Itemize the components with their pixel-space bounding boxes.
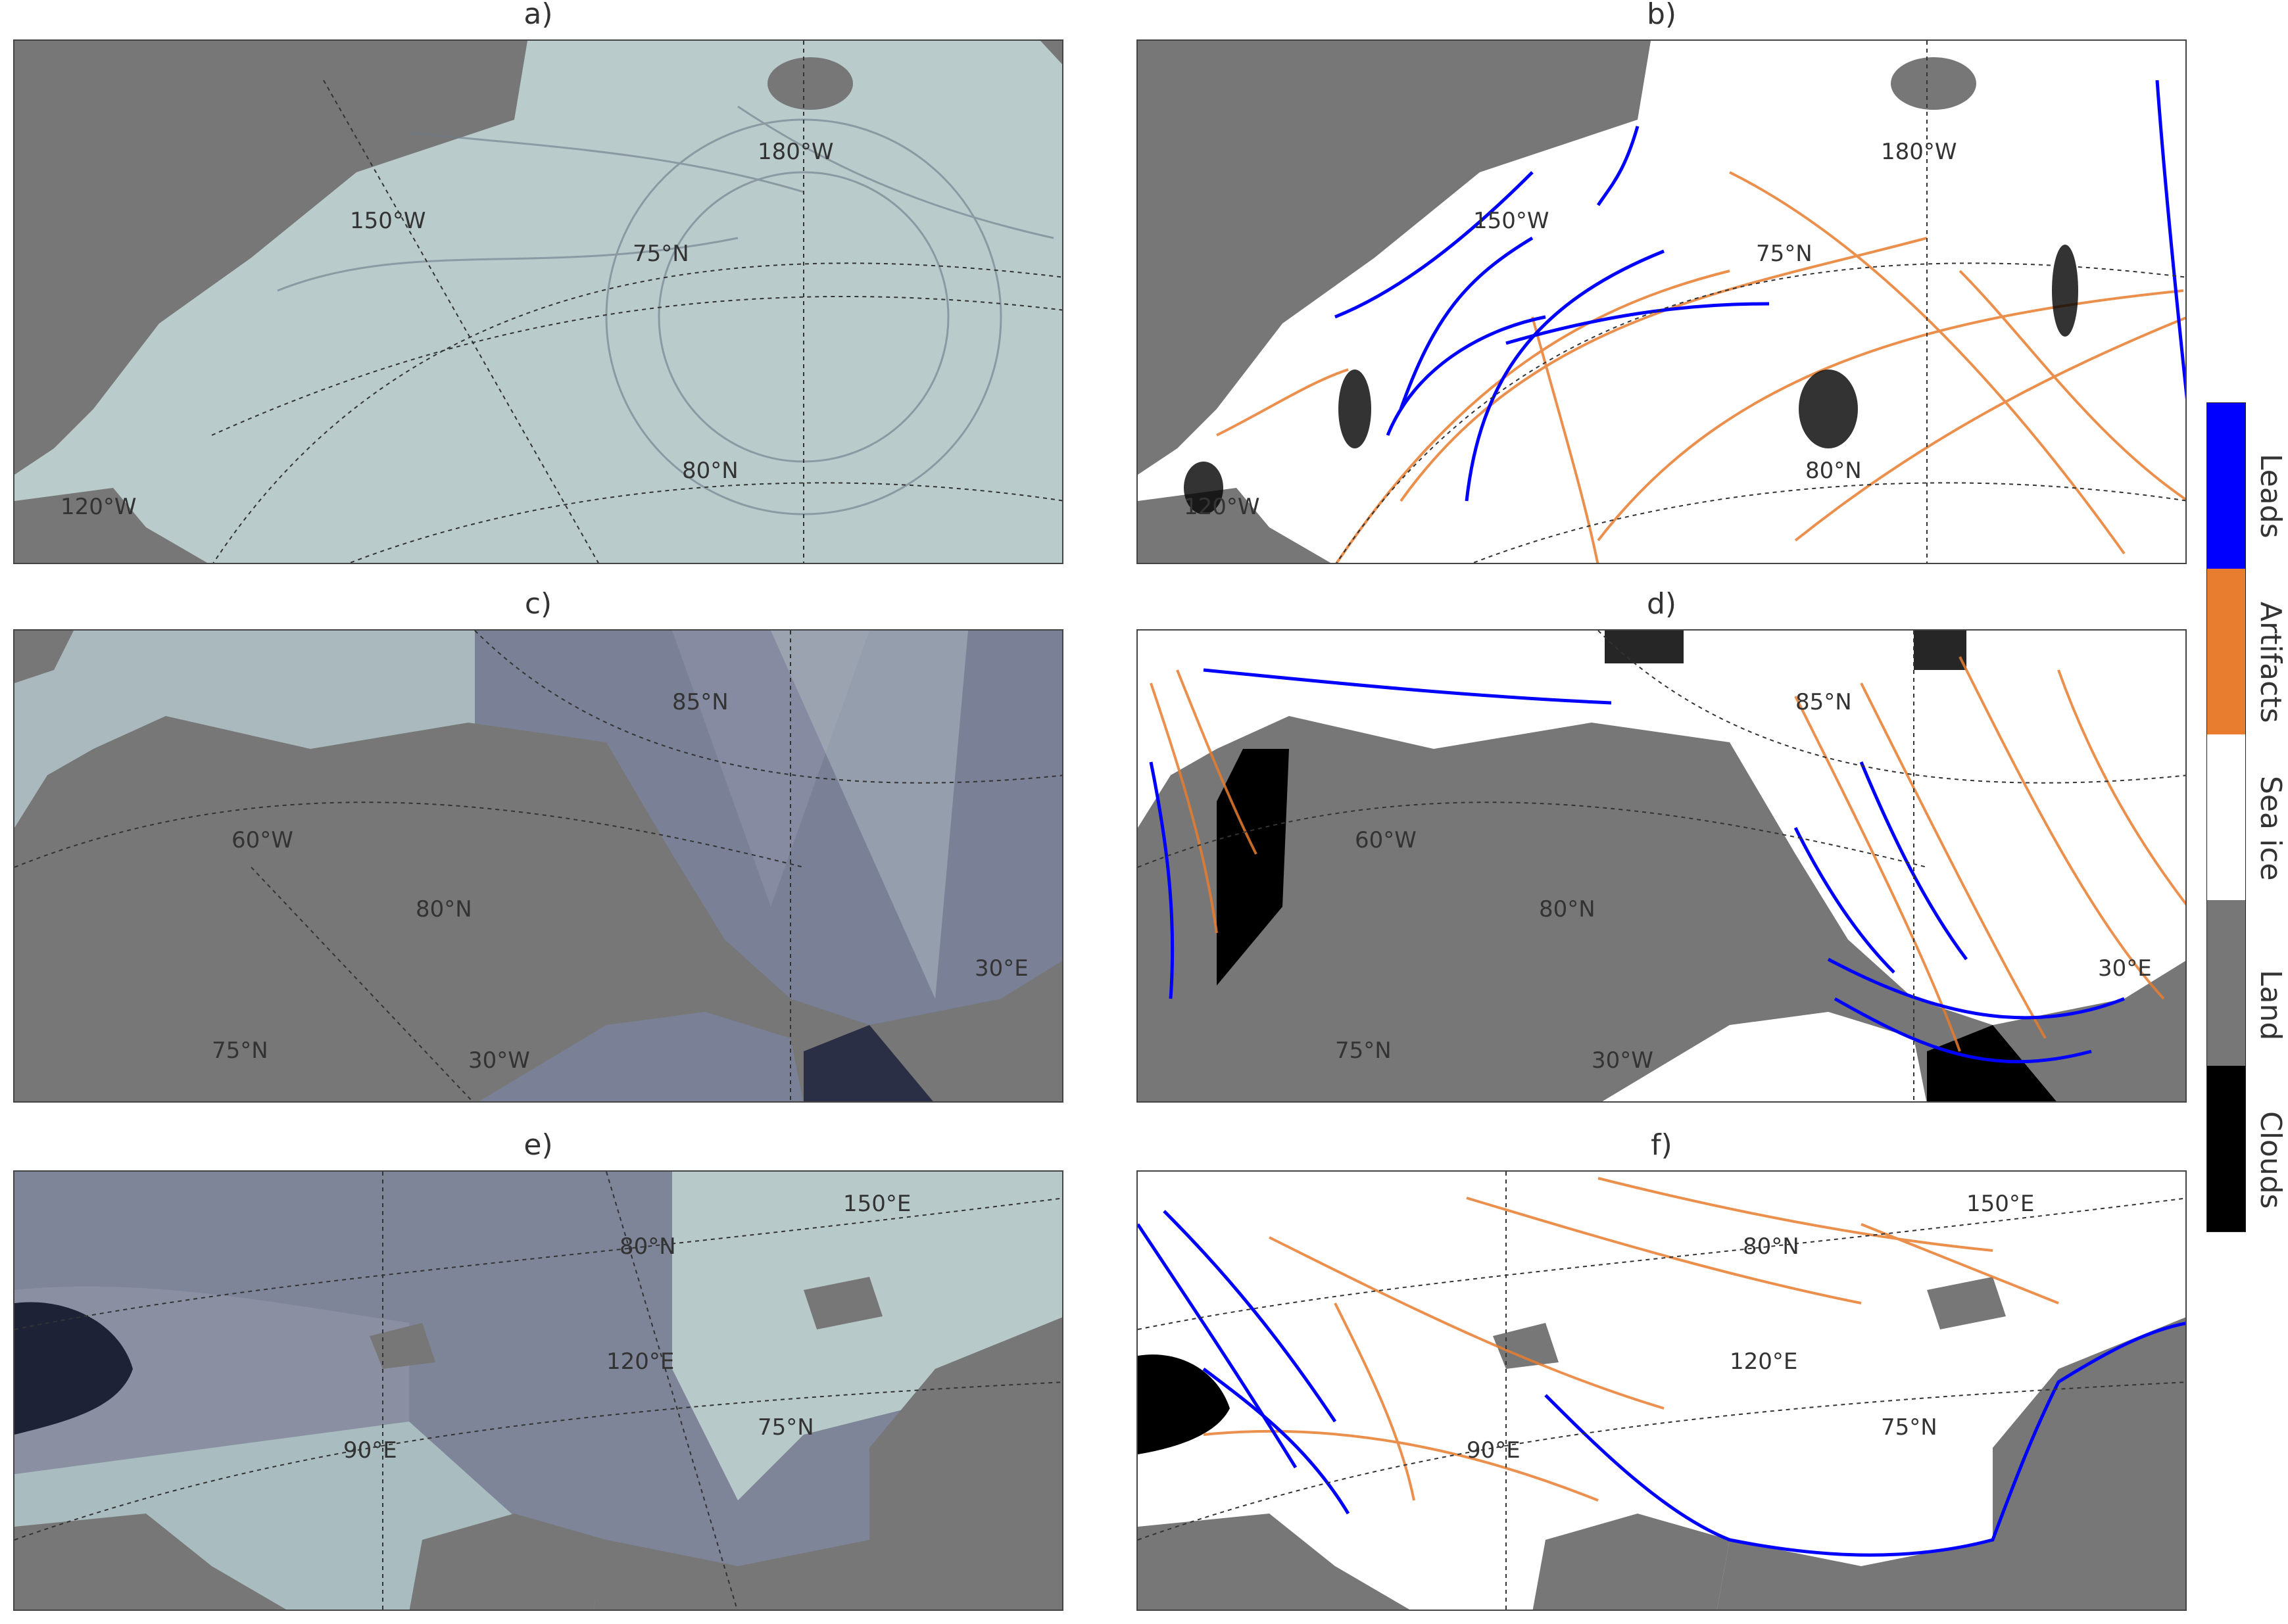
coord-label: 30°E <box>975 955 1029 982</box>
coord-label: 90°E <box>343 1437 397 1464</box>
legend-swatch-clouds <box>2207 1066 2245 1231</box>
coord-label: 80°N <box>620 1233 676 1260</box>
coord-label: 75°N <box>1756 241 1813 267</box>
coord-label: 120°E <box>1730 1349 1797 1375</box>
coord-label: 120°E <box>606 1349 674 1375</box>
legend-swatch-leads <box>2207 403 2245 569</box>
map-classification-f: 150°E 80°N 120°E 75°N 90°E <box>1136 1170 2187 1611</box>
coord-label: 75°N <box>758 1414 814 1441</box>
coord-label: 75°N <box>212 1038 268 1064</box>
panel-d: d) <box>1136 587 2187 1103</box>
coord-label: 150°W <box>1473 208 1549 234</box>
panel-b: b) <box>1136 0 2187 564</box>
panel-label: f) <box>1651 1128 1672 1162</box>
coord-label: 180°W <box>1881 139 1957 165</box>
coord-label: 75°N <box>1881 1414 1937 1441</box>
coord-label: 150°E <box>843 1191 911 1217</box>
coord-label: 150°E <box>1966 1191 2034 1217</box>
legend-label-clouds: Clouds <box>2254 1111 2287 1209</box>
panel-a: a) 180°W 150°W 75°N <box>13 0 1063 564</box>
legend-label-leads: Leads <box>2254 454 2287 538</box>
coord-label: 85°N <box>672 689 729 715</box>
panel-e: e) 150°E 80°N 120°E 75°N 90°E <box>13 1128 1063 1611</box>
coord-label: 75°N <box>1335 1038 1392 1064</box>
map-classification-d: 85°N 60°W 80°N 30°E 75°N 30°W <box>1136 629 2187 1103</box>
map-optical-e: 150°E 80°N 120°E 75°N 90°E <box>13 1170 1063 1611</box>
legend-swatch-land <box>2207 900 2245 1066</box>
panel-f: f) <box>1136 1128 2187 1611</box>
coord-label: 80°N <box>1539 896 1595 922</box>
legend-colorbar <box>2206 402 2246 1232</box>
map-optical-a: 180°W 150°W 75°N 80°N 120°W <box>13 39 1063 564</box>
coord-label: 75°N <box>633 241 689 267</box>
coord-label: 60°W <box>231 827 293 853</box>
coord-label: 60°W <box>1355 827 1417 853</box>
map-classification-b: 180°W 150°W 75°N 80°N 120°W <box>1136 39 2187 564</box>
coord-label: 80°N <box>416 896 472 922</box>
coord-label: 120°W <box>1184 494 1260 520</box>
coord-label: 120°W <box>61 494 137 520</box>
legend-label-artifacts: Artifacts <box>2254 602 2287 723</box>
coord-label: 90°E <box>1467 1437 1521 1464</box>
panel-label: d) <box>1646 587 1677 621</box>
panel-label: b) <box>1646 0 1677 31</box>
panel-label: c) <box>524 587 552 621</box>
coord-label: 180°W <box>758 139 834 165</box>
legend-swatch-artifacts <box>2207 569 2245 734</box>
panel-c: c) 85°N 60°W 80°N 30°E 75°N 30°W <box>13 587 1063 1103</box>
legend-label-land: Land <box>2254 970 2287 1041</box>
coord-label: 30°W <box>1592 1047 1653 1074</box>
legend-swatch-sea-ice <box>2207 734 2245 900</box>
coord-label: 80°N <box>1805 458 1862 484</box>
coord-label: 30°W <box>468 1047 530 1074</box>
coord-label: 150°W <box>350 208 426 234</box>
coord-label: 80°N <box>1743 1233 1799 1260</box>
panel-label: e) <box>523 1128 553 1162</box>
map-optical-c: 85°N 60°W 80°N 30°E 75°N 30°W <box>13 629 1063 1103</box>
legend-label-sea-ice: Sea ice <box>2254 776 2287 881</box>
panel-label: a) <box>523 0 553 31</box>
coord-label: 85°N <box>1795 689 1852 715</box>
coord-label: 30°E <box>2098 955 2152 982</box>
coord-label: 80°N <box>682 458 739 484</box>
